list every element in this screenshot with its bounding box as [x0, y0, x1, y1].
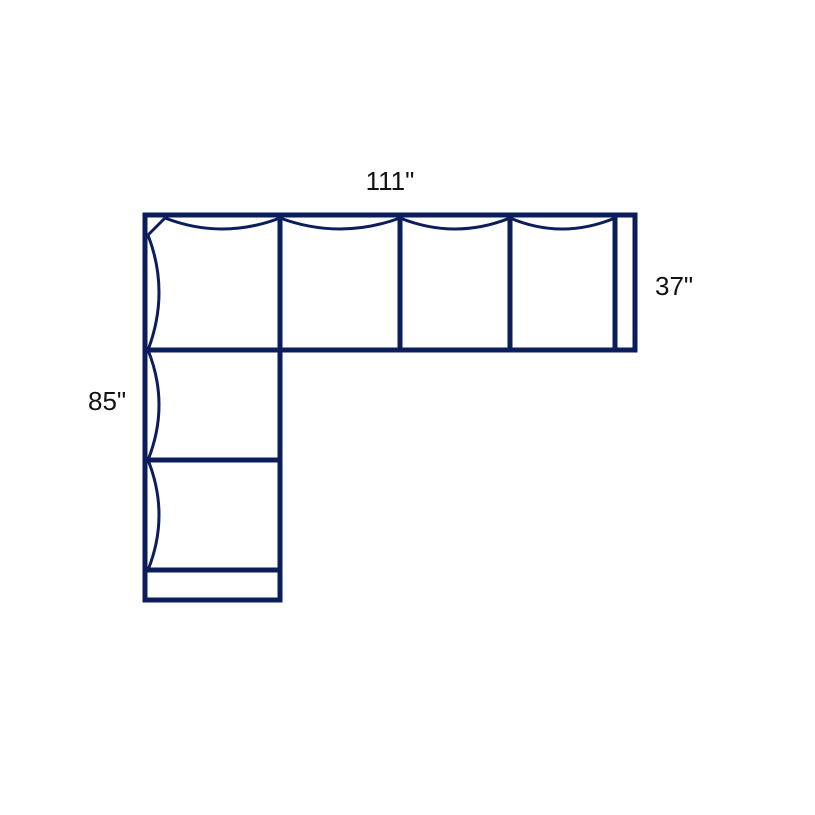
dim-label-left: 85" — [88, 386, 126, 416]
outline-path — [145, 215, 635, 600]
corner-back-inset — [148, 218, 165, 235]
left-cushion-curve-1 — [148, 235, 159, 350]
top-cushion-curve-2 — [280, 218, 400, 229]
top-cushion-curve-4 — [510, 218, 615, 229]
dim-label-right: 37" — [655, 271, 693, 301]
sectional-diagram: 111" 37" 85" — [0, 0, 815, 815]
left-cushion-curve-2 — [148, 350, 159, 460]
left-cushion-curve-3 — [148, 460, 159, 570]
top-cushion-curve-1 — [165, 218, 280, 229]
top-cushion-curve-3 — [400, 218, 510, 229]
dim-label-top: 111" — [366, 166, 415, 196]
